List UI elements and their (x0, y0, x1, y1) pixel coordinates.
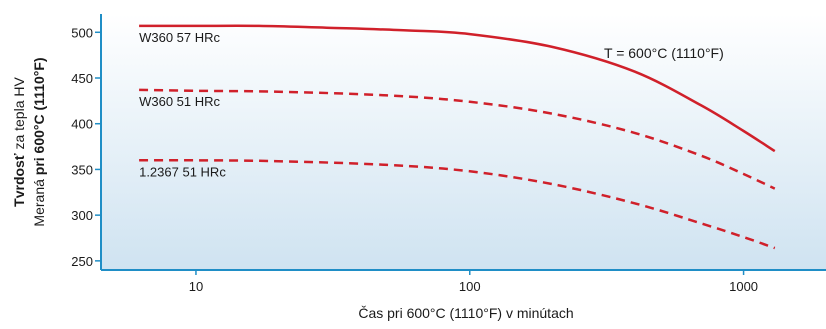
y-tick-label: 500 (71, 25, 93, 40)
y-axis-title-line2: Meraná pri 600°C (1110°F) (31, 57, 47, 226)
x-tick-label: 100 (459, 279, 481, 294)
y-tick-label: 300 (71, 208, 93, 223)
x-axis-title: Čas pri 600°C (1110°F) v minútach (358, 305, 573, 321)
annotation-temperature: T = 600°C (1110°F) (604, 45, 724, 61)
plot-background (101, 14, 826, 270)
series-layer (139, 24, 776, 250)
x-ticks: 10 100 1000 (189, 270, 758, 294)
y-ticks: 250 300 350 400 450 500 (71, 25, 101, 269)
y-axis-title-line2-bold: pri 600°C (1110°F) (31, 57, 47, 179)
series-label: 1.2367 51 HRc (139, 164, 226, 179)
y-axis-title-line1-normal: za tepla HV (11, 77, 27, 154)
y-axis-title-line1: Tvrdosť za tepla HV (11, 77, 27, 207)
y-axis-title-line2-normal: Meraná (31, 179, 47, 227)
y-tick-label: 450 (71, 71, 93, 86)
series-labels: W360 57 HRc W360 51 HRc 1.2367 51 HRc (139, 30, 226, 179)
x-tick-label: 10 (189, 279, 203, 294)
y-tick-label: 400 (71, 117, 93, 132)
y-axis-title-line1-bold: Tvrdosť (11, 153, 27, 207)
series-line (139, 24, 776, 153)
series-label: W360 51 HRc (139, 94, 220, 109)
y-tick-label: 350 (71, 162, 93, 177)
y-tick-label: 250 (71, 254, 93, 269)
x-tick-label: 1000 (729, 279, 758, 294)
series-label: W360 57 HRc (139, 30, 220, 45)
